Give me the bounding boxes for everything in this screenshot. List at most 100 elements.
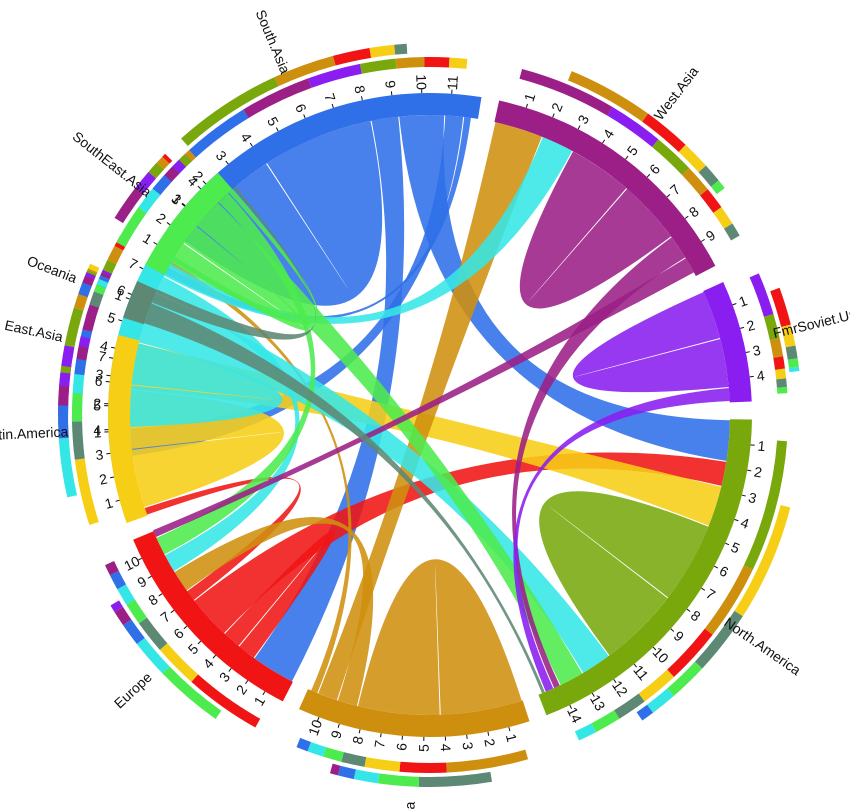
composition-segment [136, 637, 170, 674]
tick-mark [670, 628, 675, 632]
tick-label: 2 [153, 210, 169, 228]
tick-mark [212, 654, 216, 659]
composition-segment [114, 606, 132, 626]
composition-segment [107, 245, 124, 265]
ribbon-east-asia-to-west-asia [164, 137, 573, 324]
composition-segment [700, 189, 722, 213]
tick-mark [701, 238, 705, 242]
tick-mark [745, 351, 750, 353]
composition-segment [152, 175, 172, 195]
tick-mark [228, 668, 232, 672]
composition-segment [394, 43, 408, 55]
tick-label: 1 [113, 286, 126, 304]
composition-segment [78, 336, 91, 348]
region-arc-europe [133, 531, 293, 702]
tick-label: 1 [521, 91, 539, 103]
tick-label: 6 [94, 372, 104, 389]
tick-label: 2 [98, 470, 109, 487]
composition-segment [329, 763, 341, 776]
composition-segment [775, 368, 787, 380]
tick-mark [331, 103, 334, 108]
composition-segment [59, 372, 71, 387]
ribbon-europe-to-latin-america [144, 476, 301, 600]
tick-label: 6 [717, 562, 732, 580]
tick-mark [181, 203, 186, 207]
composition-segment [337, 765, 356, 780]
tick-mark [740, 326, 745, 329]
tick-label: 9 [703, 227, 718, 245]
tick-mark [111, 346, 116, 349]
composition-segment [117, 584, 135, 605]
tick-mark [577, 125, 581, 130]
tick-label: 14 [564, 704, 585, 725]
composition-segment [638, 669, 674, 702]
tick-label: 1 [250, 693, 268, 708]
tick-mark [181, 202, 186, 207]
composition-segment [64, 307, 84, 348]
composition-segment [82, 276, 95, 286]
region-label-europe: Europe [111, 669, 155, 712]
tick-label: 3 [95, 446, 105, 463]
composition-segment [100, 272, 111, 280]
region-label-africa: Africa [400, 801, 418, 810]
tick-mark [262, 691, 266, 696]
tick-label: 5 [93, 397, 101, 413]
tick-label: 7 [97, 348, 108, 365]
region-arc-africa [299, 689, 530, 737]
tick-mark [115, 499, 120, 502]
composition-segment [667, 661, 703, 697]
tick-mark [337, 723, 340, 728]
composition-segment [243, 78, 312, 119]
tick-mark [139, 266, 144, 270]
composition-segment [58, 437, 77, 498]
tick-mark [652, 646, 657, 651]
tick-mark [147, 575, 152, 579]
composition-segment [126, 599, 148, 624]
tick-mark [646, 173, 651, 178]
composition-segment [698, 165, 719, 187]
composition-segment [105, 560, 119, 576]
composition-segment [567, 71, 649, 122]
composition-segment [574, 723, 597, 741]
tick-label: 4 [739, 514, 752, 532]
tick-mark [552, 113, 555, 118]
region-label-oceania: Oceania [25, 252, 80, 286]
tick-label: 10 [121, 553, 142, 574]
tick-label: 8 [351, 84, 368, 95]
tick-mark [249, 142, 253, 147]
composition-segment [162, 666, 222, 719]
tick-mark [118, 319, 123, 322]
tick-mark [197, 185, 202, 190]
tick-label: 5 [729, 539, 743, 557]
composition-segment [788, 366, 800, 373]
ribbon-europe-to-north-america [194, 452, 727, 634]
tick-mark [225, 160, 229, 165]
composition-segment [296, 737, 311, 752]
composition-segment [72, 373, 85, 394]
ribbon-southeast-asia-to-europe [156, 193, 316, 555]
tick-label: 11 [630, 662, 652, 684]
ribbon-south-asia-to-europe [254, 116, 405, 682]
composition-segment [323, 747, 344, 762]
composition-segment [364, 757, 401, 772]
tick-label: 6 [170, 625, 187, 642]
tick-mark [732, 303, 737, 306]
composition-segment [667, 628, 713, 677]
composition-segment [787, 358, 799, 369]
tick-label: 4 [756, 367, 766, 384]
tick-label: 9 [382, 80, 399, 90]
composition-segment [734, 505, 791, 617]
tick-mark [183, 625, 188, 630]
tick-label: 4 [93, 422, 102, 438]
composition-segment [89, 291, 104, 308]
composition-segment [110, 600, 124, 613]
composition-segment [770, 287, 791, 328]
tick-label: 2 [753, 464, 764, 481]
composition-segment [781, 324, 796, 348]
region-label-north-america: North.America [721, 614, 804, 678]
composition-segment [181, 77, 279, 146]
tick-label: 3 [751, 342, 762, 359]
tick-mark [125, 297, 130, 300]
composition-segment [710, 180, 725, 195]
tick-mark [684, 215, 689, 219]
